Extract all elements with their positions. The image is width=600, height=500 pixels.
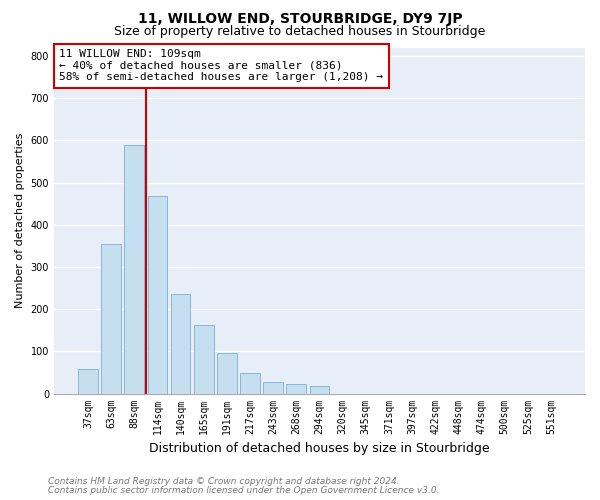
Bar [148, 196, 167, 394]
Y-axis label: Number of detached properties: Number of detached properties [15, 133, 25, 308]
Bar [78, 369, 98, 394]
Bar [217, 354, 236, 394]
Bar [194, 325, 214, 394]
Text: 11, WILLOW END, STOURBRIDGE, DY9 7JP: 11, WILLOW END, STOURBRIDGE, DY9 7JP [137, 12, 463, 26]
Bar [310, 386, 329, 394]
Text: Contains public sector information licensed under the Open Government Licence v3: Contains public sector information licen… [48, 486, 439, 495]
Bar [286, 384, 306, 394]
Bar [101, 244, 121, 394]
Text: 11 WILLOW END: 109sqm
← 40% of detached houses are smaller (836)
58% of semi-det: 11 WILLOW END: 109sqm ← 40% of detached … [59, 49, 383, 82]
Text: Size of property relative to detached houses in Stourbridge: Size of property relative to detached ho… [115, 25, 485, 38]
Bar [124, 144, 144, 394]
Text: Contains HM Land Registry data © Crown copyright and database right 2024.: Contains HM Land Registry data © Crown c… [48, 477, 400, 486]
Bar [263, 382, 283, 394]
X-axis label: Distribution of detached houses by size in Stourbridge: Distribution of detached houses by size … [149, 442, 490, 455]
Bar [240, 374, 260, 394]
Bar [170, 294, 190, 394]
